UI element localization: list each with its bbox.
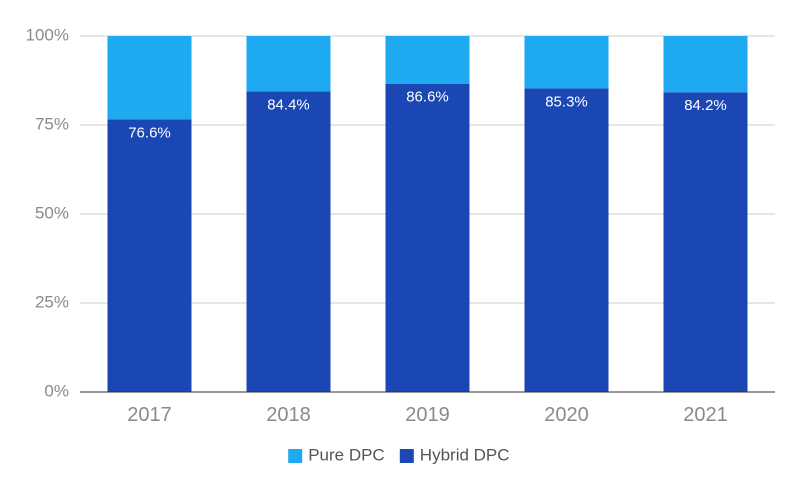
legend-label-pure-dpc: Pure DPC xyxy=(308,445,385,464)
legend-swatch-hybrid-dpc xyxy=(399,449,414,463)
legend: Pure DPC Hybrid DPC xyxy=(288,445,510,464)
bar-hybrid-dpc-2021 xyxy=(663,92,748,393)
x-tick-label-2019: 2019 xyxy=(405,404,450,426)
y-tick-label: 0% xyxy=(44,381,69,400)
y-tick-label: 25% xyxy=(35,292,69,311)
bar-pure-dpc-2017 xyxy=(107,36,192,120)
y-tick-label: 50% xyxy=(35,203,69,222)
x-tick-label-2021: 2021 xyxy=(683,404,728,426)
data-label-hybrid-dpc-2017: 76.6% xyxy=(128,124,171,141)
bar-hybrid-dpc-2020 xyxy=(524,88,609,392)
bar-hybrid-dpc-2017 xyxy=(107,119,192,392)
bar-hybrid-dpc-2019 xyxy=(385,83,470,392)
data-labels: 76.6% 84.4% 86.6% 85.3% 84.2% xyxy=(128,89,727,142)
bar-pure-dpc-2018 xyxy=(246,36,331,92)
bar-pure-dpc-2020 xyxy=(524,36,609,89)
data-label-hybrid-dpc-2018: 84.4% xyxy=(267,97,310,114)
legend-swatch-pure-dpc xyxy=(288,449,303,463)
legend-label-hybrid-dpc: Hybrid DPC xyxy=(420,445,510,464)
data-label-hybrid-dpc-2020: 85.3% xyxy=(545,93,588,110)
x-axis-tick-labels: 2017 2018 2019 2020 2021 xyxy=(127,404,728,426)
x-tick-label-2017: 2017 xyxy=(127,404,172,426)
bar-pure-dpc-2019 xyxy=(385,36,470,84)
bar-pure-dpc-2021 xyxy=(663,36,748,93)
data-label-hybrid-dpc-2019: 86.6% xyxy=(406,89,449,106)
y-tick-label: 75% xyxy=(35,114,69,133)
x-tick-label-2020: 2020 xyxy=(544,404,589,426)
y-tick-label: 100% xyxy=(26,25,69,44)
bar-hybrid-dpc-2018 xyxy=(246,91,331,392)
y-axis-tick-labels: 0% 25% 50% 75% 100% xyxy=(26,25,69,400)
x-tick-label-2018: 2018 xyxy=(266,404,311,426)
data-label-hybrid-dpc-2021: 84.2% xyxy=(684,97,727,114)
bars xyxy=(107,36,748,393)
